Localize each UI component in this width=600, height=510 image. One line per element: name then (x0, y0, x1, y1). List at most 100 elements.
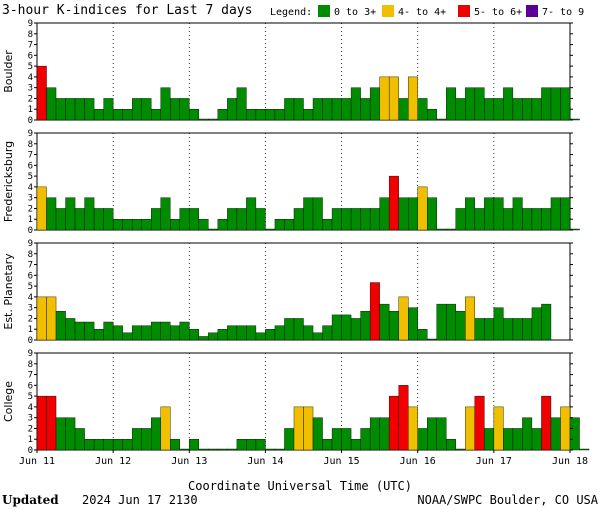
k-index-bar (503, 208, 514, 231)
k-index-bar (427, 338, 437, 341)
k-index-bar (531, 208, 542, 231)
k-index-bar (484, 318, 495, 341)
k-index-bar (103, 439, 114, 451)
k-index-bar (484, 197, 495, 231)
y-tick-label: 3 (28, 84, 33, 94)
k-index-bar (350, 208, 361, 231)
k-index-bar (236, 208, 247, 231)
k-index-bar (579, 448, 590, 451)
k-index-bar (65, 417, 76, 451)
k-index-bar (74, 98, 85, 121)
k-index-bar (227, 325, 238, 341)
k-index-bar (151, 208, 161, 231)
k-index-bar (284, 318, 295, 341)
k-index-bar (512, 197, 523, 231)
k-index-bar (293, 208, 304, 231)
legend-label: 5- to 6+ (474, 7, 522, 18)
k-index-bar (255, 439, 266, 451)
k-index-bar (427, 197, 437, 231)
legend-swatch (458, 5, 470, 17)
k-index-bar (55, 208, 66, 231)
y-tick-label: 3 (28, 414, 33, 424)
k-index-bar (246, 197, 257, 231)
k-index-bar (512, 98, 523, 121)
k-index-bar (284, 428, 295, 451)
y-tick-label: 7 (28, 151, 33, 161)
k-index-bar (151, 321, 161, 341)
k-index-bar (446, 228, 456, 231)
y-tick-label: 0 (28, 226, 33, 236)
k-index-bar (217, 219, 228, 231)
k-index-bar (227, 208, 238, 231)
y-tick-label: 6 (28, 161, 33, 171)
k-index-bar (217, 329, 228, 341)
k-index-bar (493, 197, 504, 231)
k-index-bar (103, 208, 114, 231)
k-index-bar (236, 325, 247, 341)
y-tick-label: 1 (28, 435, 33, 445)
k-index-bar (84, 98, 95, 121)
k-index-bar (427, 109, 437, 121)
k-index-bar (255, 332, 266, 341)
k-index-bar (170, 98, 180, 121)
k-index-bar (131, 428, 142, 451)
k-index-bar (303, 325, 314, 341)
k-index-bar (560, 197, 571, 231)
k-index-bar (74, 208, 85, 231)
k-index-bar (531, 98, 542, 121)
k-index-bar (265, 448, 276, 451)
k-index-bar (408, 307, 418, 341)
k-index-bar (503, 87, 514, 121)
y-tick-label: 7 (28, 371, 33, 381)
k-index-bar (36, 65, 47, 121)
k-index-bar (474, 318, 485, 341)
y-tick-label: 6 (28, 51, 33, 61)
k-index-bar (465, 406, 476, 451)
k-index-bar (189, 439, 200, 451)
k-index-bar (341, 314, 352, 341)
legend-title: Legend: (270, 7, 312, 18)
k-index-bar (417, 186, 428, 231)
k-index-bar (303, 197, 314, 231)
k-index-bar (198, 219, 209, 231)
k-index-bar (465, 197, 476, 231)
k-index-bar (208, 448, 219, 451)
k-index-bar (46, 87, 57, 121)
k-index-bar (293, 318, 304, 341)
k-index-bar (493, 307, 504, 341)
legend-swatch (526, 5, 538, 17)
y-tick-label: 1 (28, 215, 33, 225)
chart-panels: 0123456789Boulder0123456789Fredericksbur… (2, 19, 590, 456)
k-index-bar (93, 109, 104, 121)
footer-updated-value: 2024 Jun 17 2130 (82, 493, 198, 507)
k-index-bar (474, 395, 485, 451)
k-index-bar (331, 314, 342, 341)
y-tick-label: 2 (28, 424, 33, 434)
k-index-bar (484, 98, 495, 121)
k-index-bar (531, 428, 542, 451)
k-index-bar (417, 428, 428, 451)
x-axis-ticks: Jun 11 Jun 12 Jun 13 Jun 14 Jun 15 Jun 16 Jun … (19, 450, 588, 467)
k-index-bar (208, 118, 219, 121)
k-index-bar (417, 329, 428, 341)
k-index-bar (74, 321, 85, 341)
k-index-bar (512, 318, 523, 341)
k-index-bar (379, 417, 390, 451)
k-index-bar (198, 118, 209, 121)
k-index-bar (93, 208, 104, 231)
panel-label: Est. Planetary (2, 253, 15, 330)
y-tick-label: 1 (28, 325, 33, 335)
k-index-bar (541, 303, 552, 341)
k-index-bar (369, 87, 380, 121)
k-index-bar (255, 109, 266, 121)
y-tick-label: 4 (28, 183, 33, 193)
k-index-bar (446, 439, 456, 451)
k-index-bar (388, 395, 399, 451)
k-index-bar (246, 325, 257, 341)
k-index-bar (398, 385, 409, 451)
k-index-bar (436, 303, 447, 341)
k-index-bar (36, 395, 47, 451)
k-index-bar (122, 439, 133, 451)
